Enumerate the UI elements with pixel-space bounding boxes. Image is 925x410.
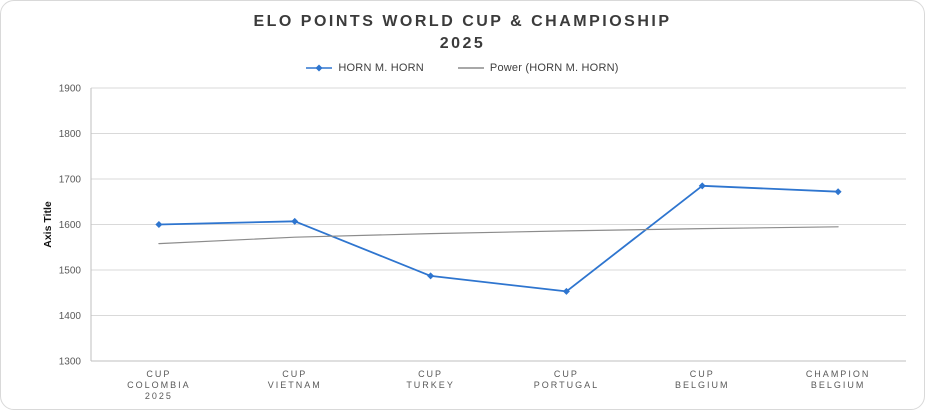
x-category-label-4: CUP BELGIUM: [675, 369, 730, 390]
legend-item-0: HORN M. HORN: [306, 62, 424, 74]
series-line-1: [158, 226, 839, 245]
series-line-0: [158, 185, 839, 293]
chart-title: ELO POINTS WORLD CUP & CHAMPIOSHIP 2025: [1, 11, 924, 54]
data-point-0-0: [155, 221, 163, 229]
y-tick-1300: 1300: [59, 357, 82, 368]
x-category-label-5: CHAMPION BELGIUM: [806, 369, 871, 390]
x-category-label-1: CUP VIETNAM: [268, 369, 322, 390]
legend-item-1: Power (HORN M. HORN): [457, 62, 619, 75]
data-point-0-5: [834, 188, 842, 196]
y-tick-1900: 1900: [59, 84, 82, 95]
chart-legend: HORN M. HORN Power (HORN M. HORN): [1, 60, 924, 76]
y-tick-1500: 1500: [59, 266, 82, 277]
legend-line-diamond-icon: [306, 64, 333, 72]
chart-plot-area: 1300 1400 1500 1600 1700 1800 1900 CUP COLOMBIA 2…: [1, 76, 924, 409]
elo-line-chart: 1300 1400 1500 1600 1700 1800 1900 CUP COLOMBIA 2…: [42, 84, 906, 401]
y-tick-1800: 1800: [59, 129, 82, 140]
y-tick-1400: 1400: [59, 311, 82, 322]
chart-title-line2: 2025: [439, 34, 486, 52]
data-point-0-3: [562, 288, 570, 296]
x-category-label-2: CUP TURKEY: [406, 369, 455, 390]
data-point-0-2: [427, 272, 435, 280]
y-tick-1600: 1600: [59, 220, 82, 231]
data-point-0-4: [698, 182, 706, 190]
legend-label-0: HORN M. HORN: [338, 62, 424, 75]
legend-line-icon: [457, 67, 484, 69]
x-category-label-3: CUP PORTUGAL: [534, 369, 599, 390]
y-axis-title: Axis Title: [42, 201, 54, 248]
x-category-label-0: CUP COLOMBIA 2025: [127, 369, 191, 401]
y-tick-1700: 1700: [59, 175, 82, 186]
legend-label-1: Power (HORN M. HORN): [489, 62, 619, 75]
chart-title-line1: ELO POINTS WORLD CUP & CHAMPIOSHIP: [253, 13, 672, 30]
data-point-0-1: [291, 218, 299, 226]
